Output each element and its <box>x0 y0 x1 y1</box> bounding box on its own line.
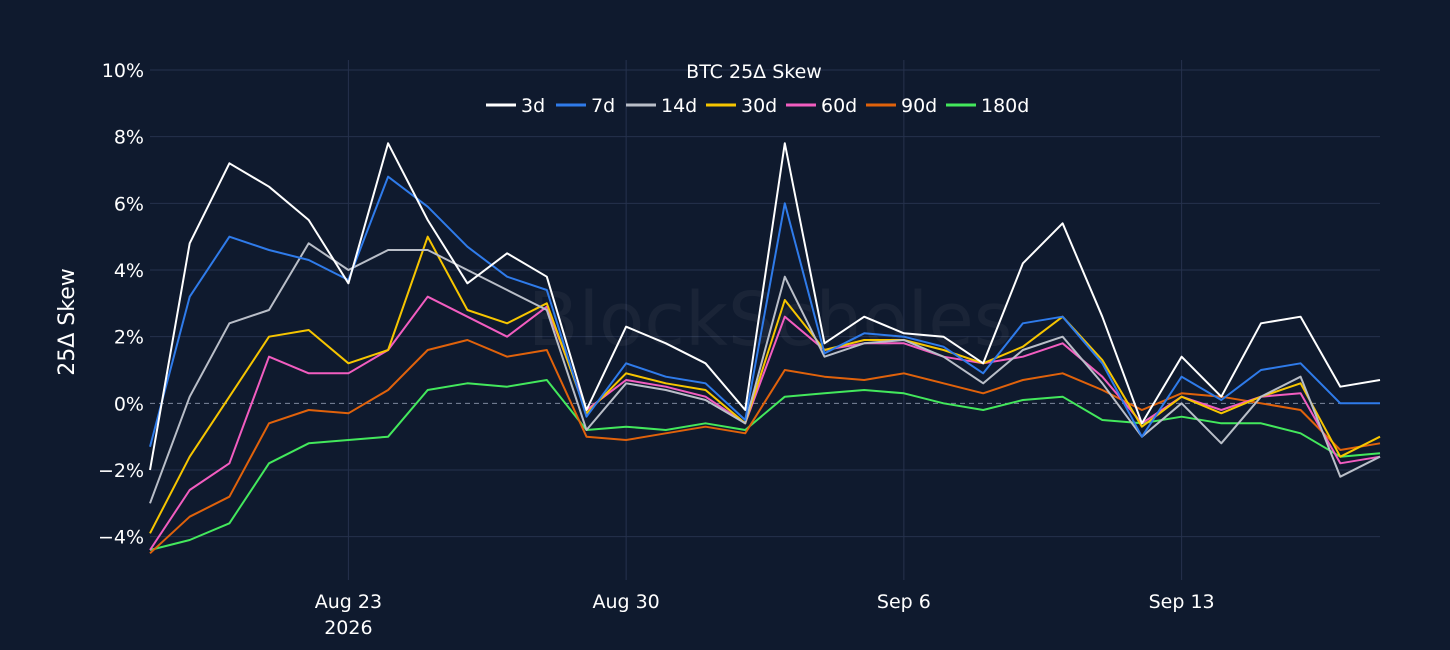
series-line-14d <box>149 242 1381 504</box>
series-line-30d <box>149 235 1381 534</box>
y-axis-ticks: −4% −2% 0% 2% 4% 6% 8% 10% <box>98 60 144 549</box>
legend-item-14d[interactable]: 14d <box>626 95 697 117</box>
legend-label: 7d <box>591 95 615 117</box>
y-tick-label: 10% <box>102 60 144 82</box>
x-tick-label: Sep 6 <box>877 591 931 613</box>
y-tick-label: 0% <box>114 393 144 415</box>
legend-label: 30d <box>741 95 777 117</box>
series-lines <box>149 142 1381 555</box>
legend-label: 3d <box>521 95 545 117</box>
x-tick-label: Aug 23 <box>315 591 382 613</box>
legend-label: 90d <box>901 95 937 117</box>
legend-label: 180d <box>981 95 1029 117</box>
x-tick-label: Aug 30 <box>592 591 659 613</box>
y-tick-label: 2% <box>114 327 144 349</box>
series-line-90d <box>149 339 1381 555</box>
watermark: BlockScholes <box>528 277 1013 363</box>
legend-item-90d[interactable]: 90d <box>866 95 937 117</box>
y-tick-label: −2% <box>98 460 144 482</box>
series-line-180d <box>149 379 1381 551</box>
x-tick-label: Sep 13 <box>1149 591 1215 613</box>
y-tick-label: 4% <box>114 260 144 282</box>
chart-title: BTC 25Δ Skew <box>686 61 822 83</box>
legend-item-30d[interactable]: 30d <box>706 95 777 117</box>
y-tick-label: 6% <box>114 193 144 215</box>
x-axis-ticks: Aug 23 2026 Aug 30 Sep 6 Sep 13 <box>315 591 1215 639</box>
legend: 3d 7d 14d 30d 60d 90d 180d <box>486 95 1029 117</box>
y-tick-label: 8% <box>114 127 144 149</box>
legend-item-180d[interactable]: 180d <box>946 95 1029 117</box>
y-tick-label: −4% <box>98 527 144 549</box>
legend-label: 14d <box>661 95 697 117</box>
y-axis-label: 25Δ Skew <box>55 268 80 376</box>
series-line-3d <box>149 142 1381 471</box>
legend-label: 60d <box>821 95 857 117</box>
legend-item-60d[interactable]: 60d <box>786 95 857 117</box>
x-tick-sublabel: 2026 <box>324 617 372 639</box>
legend-item-7d[interactable]: 7d <box>556 95 615 117</box>
legend-item-3d[interactable]: 3d <box>486 95 545 117</box>
